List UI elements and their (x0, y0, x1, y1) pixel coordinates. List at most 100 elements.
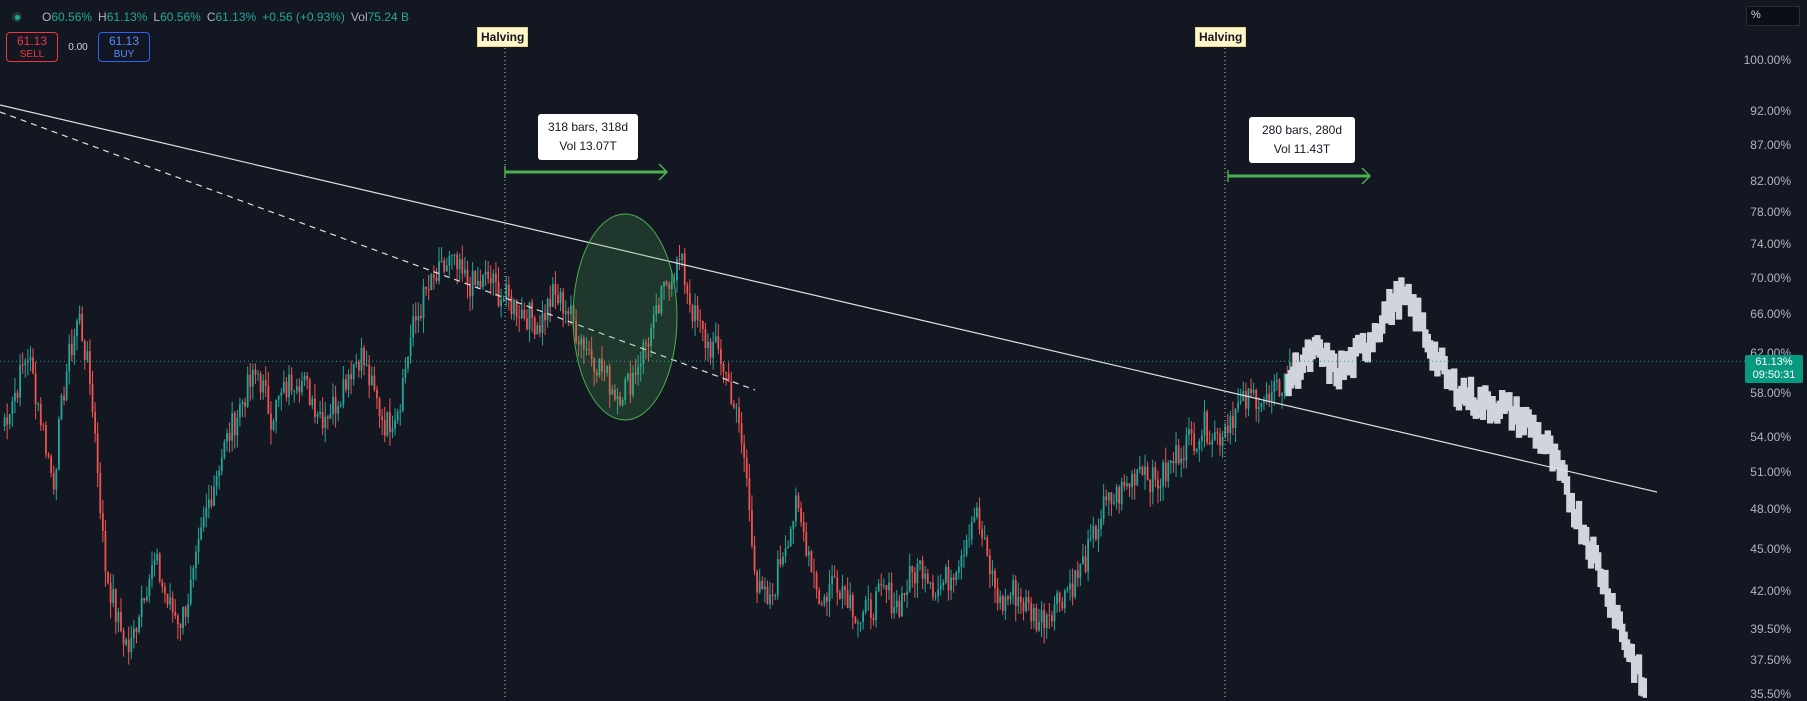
candle-body (6, 417, 9, 425)
candle-body (913, 572, 916, 584)
candle-body (138, 616, 140, 632)
candle-body (3, 417, 6, 427)
candle-body (1154, 467, 1157, 480)
candle-body (921, 560, 924, 579)
candle-body (210, 499, 213, 506)
projection-bar (1307, 339, 1311, 372)
projection-bar (1578, 500, 1583, 545)
projection-bar (1422, 312, 1427, 348)
candle-body (950, 577, 952, 591)
candle-body (1151, 467, 1154, 493)
candle-body (1177, 445, 1180, 464)
sell-label: SELL (19, 49, 45, 60)
candle-body (792, 521, 795, 529)
candle-body (619, 396, 621, 406)
candle-body (813, 571, 815, 574)
candle-body (1182, 458, 1185, 461)
candle-body (538, 325, 541, 334)
low-value: 60.56% (160, 10, 201, 24)
candle-body (316, 414, 319, 417)
candle-body (978, 507, 981, 529)
projection-bar (1566, 476, 1571, 513)
candle-body (1208, 442, 1211, 445)
sell-button[interactable]: 61.13 SELL (6, 32, 58, 62)
candle-body (937, 589, 940, 597)
scale-mode-toggle[interactable]: % (1746, 6, 1800, 26)
measure-box-1[interactable]: 318 bars, 318d Vol 13.07T (538, 114, 638, 160)
candle-body (262, 380, 265, 393)
candle-body (595, 372, 598, 376)
halving-label-2[interactable]: Halving (1195, 27, 1247, 47)
price-axis-label: 42.00% (1750, 584, 1791, 599)
candle-body (476, 281, 479, 286)
candle-body (1014, 580, 1017, 606)
candle-body (45, 425, 47, 455)
projection-bar (1443, 356, 1448, 390)
candle-body (19, 364, 22, 398)
projection-bar (1518, 407, 1523, 438)
projection-bar (1338, 350, 1343, 390)
high-label: H (98, 10, 107, 24)
projection-bar (1573, 509, 1578, 530)
candle-body (251, 369, 254, 387)
candle-body (947, 567, 950, 591)
projection-bar (1415, 297, 1419, 332)
candle-body (161, 581, 164, 587)
candle-body (32, 357, 34, 374)
candle-body (220, 457, 223, 471)
projection-bar (1335, 367, 1340, 390)
projection-bar (1635, 654, 1640, 675)
price-axis-label: 78.00% (1750, 205, 1791, 220)
candle-body (42, 425, 45, 427)
measure-box-2[interactable]: 280 bars, 280d Vol 11.43T (1249, 117, 1355, 163)
buy-button[interactable]: 61.13 BUY (98, 32, 150, 62)
candle-body (1071, 583, 1074, 597)
projection-bar (1568, 492, 1573, 513)
projection-bar (1539, 434, 1544, 454)
candle-body (1221, 437, 1224, 446)
candle-body (1094, 525, 1097, 540)
candle-body (1229, 416, 1232, 434)
projection-bar (1494, 402, 1499, 424)
candle-body (994, 570, 996, 588)
projection-bar (1451, 368, 1455, 391)
candle-body (774, 595, 777, 597)
projection-bar (1530, 414, 1535, 438)
price-axis-label: 45.00% (1750, 541, 1791, 556)
candle-body (339, 404, 342, 407)
candle-body (383, 420, 386, 436)
price-axis-label: 92.00% (1750, 104, 1791, 119)
candle-body (1169, 460, 1172, 463)
projection-bar (1496, 400, 1501, 424)
candle-body (678, 259, 681, 261)
projection-bar (1475, 399, 1479, 419)
candle-body (784, 548, 787, 557)
candle-body (1025, 597, 1027, 612)
candle-body (96, 433, 99, 474)
candle-body (479, 281, 482, 288)
candle-body (968, 539, 971, 541)
market-status-icon[interactable] (12, 12, 22, 22)
candle-body (890, 582, 893, 614)
candle-body (409, 337, 412, 357)
candle-body (422, 286, 425, 318)
price-axis-label: 66.00% (1750, 307, 1791, 322)
halving-label-1[interactable]: Halving (477, 27, 529, 47)
candle-body (60, 395, 63, 419)
projection-bar (1463, 377, 1467, 406)
candle-body (1167, 462, 1170, 482)
candle-body (872, 618, 875, 621)
candle-body (200, 527, 203, 540)
candle-body (1040, 610, 1043, 623)
projection-bar (1410, 294, 1415, 317)
candle-body (626, 373, 629, 380)
candle-body (541, 312, 544, 334)
candle-body (1120, 481, 1123, 504)
candle-body (1213, 432, 1216, 441)
candle-body (1074, 570, 1077, 597)
projection-bar (1424, 329, 1429, 353)
candle-body (1255, 389, 1258, 409)
candle-body (29, 357, 32, 361)
candle-body (1082, 556, 1084, 564)
